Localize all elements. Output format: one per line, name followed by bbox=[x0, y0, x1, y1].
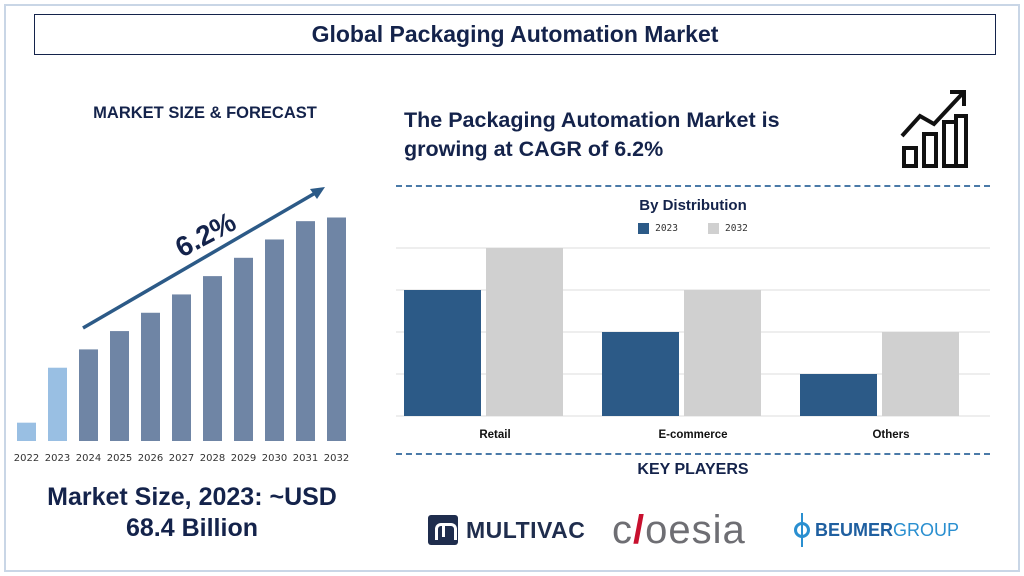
market-size-line2: 68.4 Billion bbox=[126, 514, 258, 542]
forecast-bar-2026 bbox=[141, 312, 160, 441]
distribution-bar-chart: Retail E-commerce Others bbox=[396, 247, 990, 441]
beumer-logo: BEUMERGROUP bbox=[793, 510, 959, 550]
forecast-bar-2032 bbox=[327, 217, 346, 441]
cagr-line2: growing at CAGR of 6.2% bbox=[404, 137, 664, 161]
dist-tick-e-commerce: E-commerce bbox=[658, 429, 727, 441]
legend-label-2023: 2023 bbox=[655, 223, 678, 234]
forecast-tick-2030: 2030 bbox=[262, 453, 287, 464]
multivac-mark-icon bbox=[428, 515, 458, 545]
growth-chart-icon bbox=[900, 90, 968, 168]
dist-bar-others-2023 bbox=[800, 374, 877, 416]
divider-top bbox=[396, 185, 990, 187]
distribution-chart-title: By Distribution bbox=[639, 197, 747, 214]
legend-swatch-2023 bbox=[638, 223, 650, 234]
beumer-mark-icon bbox=[793, 513, 811, 547]
cagr-line1: The Packaging Automation Market is bbox=[404, 108, 780, 132]
dist-tick-retail: Retail bbox=[479, 429, 510, 441]
forecast-tick-2031: 2031 bbox=[293, 453, 318, 464]
cagr-statement: The Packaging Automation Market is growi… bbox=[404, 106, 864, 164]
legend-item-2032: 2032 bbox=[708, 223, 748, 234]
divider-bottom bbox=[396, 453, 990, 455]
dist-bar-others-2032 bbox=[882, 332, 959, 416]
legend-item-2023: 2023 bbox=[638, 223, 678, 234]
forecast-bar-2024 bbox=[79, 349, 98, 441]
forecast-bar-2028 bbox=[203, 276, 222, 441]
forecast-tick-2026: 2026 bbox=[138, 453, 163, 464]
forecast-bar-2029 bbox=[234, 257, 253, 441]
dist-bar-e-commerce-2032 bbox=[684, 290, 761, 416]
forecast-tick-2027: 2027 bbox=[169, 453, 194, 464]
multivac-logo-text: MULTIVAC bbox=[466, 516, 586, 543]
cagr-arrow-label: 6.2% bbox=[170, 206, 241, 263]
beumer-logo-text: BEUMERGROUP bbox=[815, 519, 960, 540]
dist-bar-e-commerce-2023 bbox=[602, 332, 679, 416]
trend-arrow-line bbox=[82, 190, 318, 330]
forecast-bar-2022 bbox=[17, 422, 36, 441]
forecast-tick-2029: 2029 bbox=[231, 453, 256, 464]
dist-tick-others: Others bbox=[872, 429, 909, 441]
key-players-heading: KEY PLAYERS bbox=[637, 461, 749, 478]
market-size-heading: MARKET SIZE & FORECAST bbox=[93, 104, 317, 122]
trend-arrow-head bbox=[310, 187, 325, 199]
page-frame bbox=[4, 4, 1020, 572]
forecast-tick-2025: 2025 bbox=[107, 453, 132, 464]
forecast-bar-2023 bbox=[48, 367, 67, 441]
forecast-tick-2032: 2032 bbox=[324, 453, 349, 464]
legend-label-2032: 2032 bbox=[725, 223, 748, 234]
dist-bar-retail-2023 bbox=[404, 290, 481, 416]
forecast-tick-2028: 2028 bbox=[200, 453, 225, 464]
market-size-summary: Market Size, 2023: ~USD 68.4 Billion bbox=[10, 482, 374, 544]
legend-swatch-2032 bbox=[708, 223, 719, 234]
forecast-tick-2024: 2024 bbox=[76, 453, 101, 464]
forecast-bar-chart: 2022 2023 2024 2025 2026 2027 2028 2029 2030 2031… bbox=[14, 187, 349, 464]
forecast-tick-2023: 2023 bbox=[45, 453, 70, 464]
forecast-tick-2022: 2022 bbox=[14, 453, 39, 464]
dist-bar-retail-2032 bbox=[486, 248, 563, 416]
forecast-bar-2025 bbox=[110, 331, 129, 441]
coesia-logo-text: c/oesia bbox=[612, 508, 746, 552]
forecast-bar-2031 bbox=[296, 221, 315, 441]
forecast-bar-2030 bbox=[265, 239, 284, 441]
title-banner: Global Packaging Automation Market bbox=[34, 14, 996, 55]
market-size-line1: Market Size, 2023: ~USD bbox=[47, 483, 337, 511]
distribution-legend: 2023 2032 bbox=[396, 223, 990, 234]
coesia-logo: c/oesia bbox=[612, 510, 746, 550]
page-title: Global Packaging Automation Market bbox=[311, 21, 719, 47]
multivac-logo: MULTIVAC bbox=[428, 510, 585, 550]
forecast-bar-2027 bbox=[172, 294, 191, 441]
